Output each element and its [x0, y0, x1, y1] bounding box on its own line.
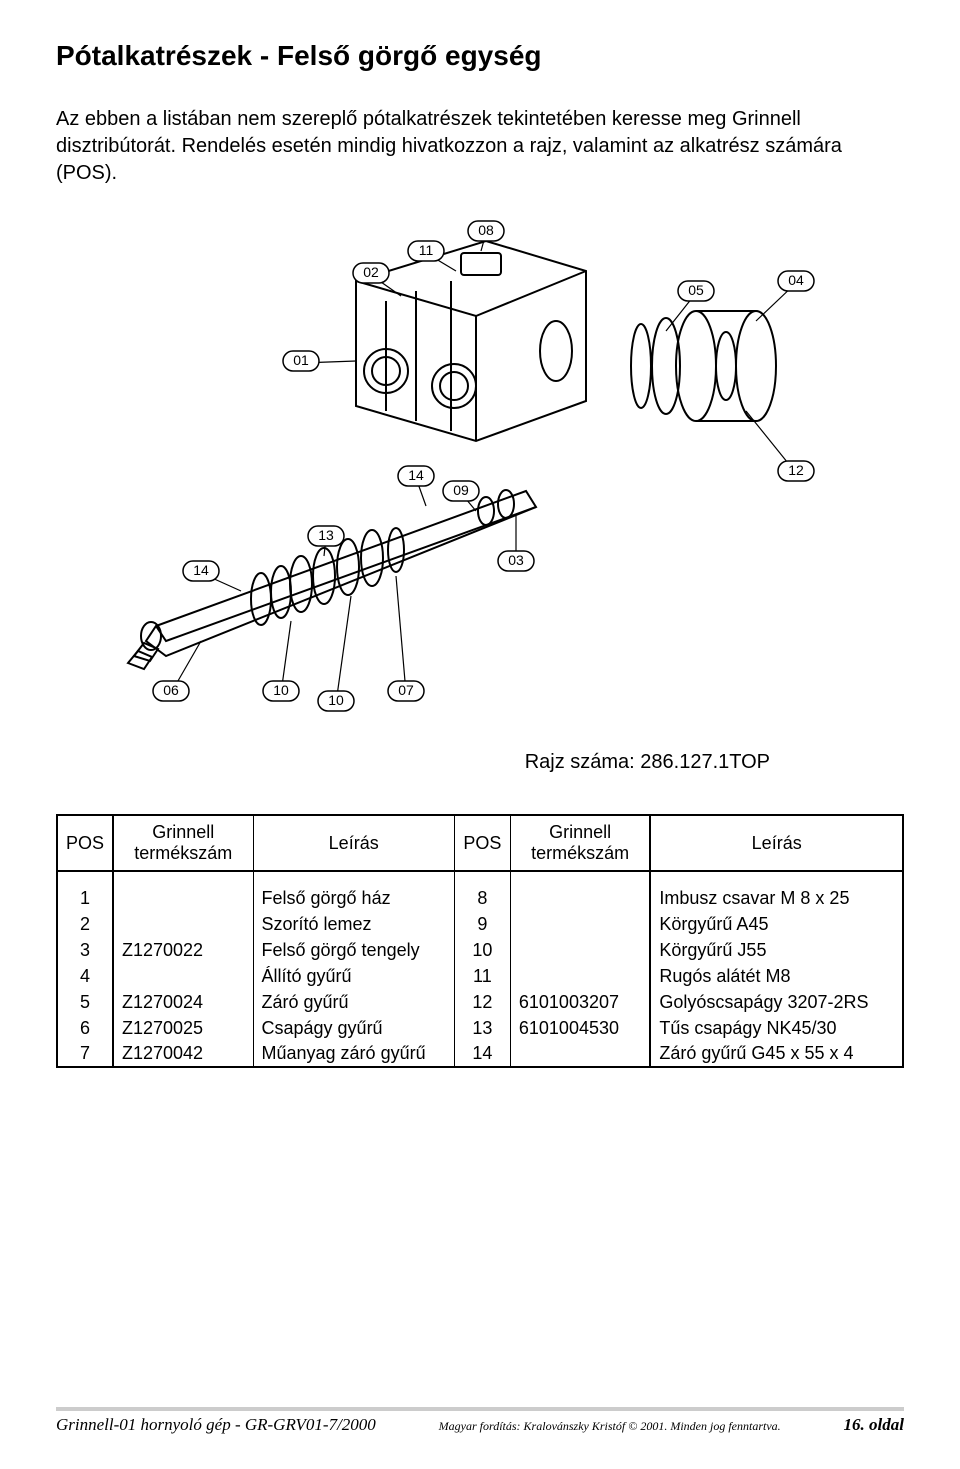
- cell-pos: 10: [454, 937, 510, 963]
- footer-mid: Magyar fordítás: Kralovánszky Kristóf © …: [439, 1419, 781, 1434]
- cell-pos: 7: [57, 1041, 113, 1067]
- cell-desc: Rugós alátét M8: [650, 963, 903, 989]
- cell-pos: 8: [454, 885, 510, 911]
- footer-left: Grinnell-01 hornyoló gép - GR-GRV01-7/20…: [56, 1415, 376, 1435]
- cell-code: [113, 911, 253, 937]
- callout-label: 09: [453, 482, 469, 498]
- cell-code: [510, 937, 650, 963]
- cell-desc: Csapágy gyűrű: [253, 1015, 454, 1041]
- intro-paragraph: Az ebben a listában nem szereplő pótalka…: [56, 106, 904, 187]
- col-code-right: Grinnelltermékszám: [510, 815, 650, 871]
- exploded-diagram: 08 11 02 04 05 01 12 14 09 03 13 14 06 10 10 07: [56, 211, 904, 731]
- cell-code: Z1270022: [113, 937, 253, 963]
- cell-code: 6101004530: [510, 1015, 650, 1041]
- cell-desc: Felső görgő tengely: [253, 937, 454, 963]
- col-pos-right: POS: [454, 815, 510, 871]
- col-code-left: Grinnelltermékszám: [113, 815, 253, 871]
- callout-label: 08: [478, 222, 494, 238]
- parts-table: POS Grinnelltermékszám Leírás POS Grinne…: [56, 814, 904, 1068]
- callout-label: 06: [163, 682, 179, 698]
- cell-code: [113, 963, 253, 989]
- cell-pos: 9: [454, 911, 510, 937]
- callout-label: 10: [328, 692, 344, 708]
- footer-right: 16. oldal: [844, 1415, 904, 1435]
- spacer-row: [57, 871, 903, 885]
- col-pos-left: POS: [57, 815, 113, 871]
- callout-label: 07: [398, 682, 414, 698]
- cell-desc: Műanyag záró gyűrű: [253, 1041, 454, 1067]
- cell-code: Z1270025: [113, 1015, 253, 1041]
- cell-desc: Körgyűrű A45: [650, 911, 903, 937]
- callout-label: 01: [293, 352, 309, 368]
- table-row: 3Z1270022Felső görgő tengely10 Körgyűrű J…: [57, 937, 903, 963]
- table-row: 6Z1270025Csapágy gyűrű136101004530Tűs cs…: [57, 1015, 903, 1041]
- callout-label: 03: [508, 552, 524, 568]
- page-title: Pótalkatrészek - Felső görgő egység: [56, 40, 904, 72]
- cell-code: [510, 885, 650, 911]
- cell-pos: 11: [454, 963, 510, 989]
- callout-label: 10: [273, 682, 289, 698]
- table-row: 4 Állító gyűrű11 Rugós alátét M8: [57, 963, 903, 989]
- callout-label: 11: [419, 242, 434, 258]
- table-row: 1 Felső görgő ház8 Imbusz csavar M 8 x 25: [57, 885, 903, 911]
- cell-pos: 12: [454, 989, 510, 1015]
- cell-code: [113, 885, 253, 911]
- page-footer: Grinnell-01 hornyoló gép - GR-GRV01-7/20…: [56, 1407, 904, 1435]
- cell-desc: Záró gyűrű: [253, 989, 454, 1015]
- callout-label: 13: [318, 527, 334, 543]
- cell-code: [510, 1041, 650, 1067]
- cell-desc: Imbusz csavar M 8 x 25: [650, 885, 903, 911]
- cell-desc: Szorító lemez: [253, 911, 454, 937]
- cell-desc: Tűs csapágy NK45/30: [650, 1015, 903, 1041]
- callout-label: 02: [363, 264, 379, 280]
- cell-desc: Záró gyűrű G45 x 55 x 4: [650, 1041, 903, 1067]
- col-desc-left: Leírás: [253, 815, 454, 871]
- cell-code: [510, 911, 650, 937]
- cell-pos: 14: [454, 1041, 510, 1067]
- cell-code: [510, 963, 650, 989]
- drawing-number: Rajz száma: 286.127.1TOP: [56, 751, 904, 774]
- cell-pos: 3: [57, 937, 113, 963]
- header-row: POS Grinnelltermékszám Leírás POS Grinne…: [57, 815, 903, 871]
- cell-code: Z1270024: [113, 989, 253, 1015]
- cell-pos: 5: [57, 989, 113, 1015]
- callout-label: 05: [688, 282, 704, 298]
- callout-label: 04: [788, 272, 804, 288]
- cell-pos: 1: [57, 885, 113, 911]
- callout-label: 14: [193, 562, 209, 578]
- table-row: 7Z1270042Műanyag záró gyűrű14 Záró gyűrű …: [57, 1041, 903, 1067]
- table-row: 5Z1270024Záró gyűrű126101003207Golyóscsa…: [57, 989, 903, 1015]
- cell-pos: 13: [454, 1015, 510, 1041]
- cell-code: Z1270042: [113, 1041, 253, 1067]
- cell-desc: Állító gyűrű: [253, 963, 454, 989]
- cell-pos: 2: [57, 911, 113, 937]
- cell-desc: Körgyűrű J55: [650, 937, 903, 963]
- callout-label: 14: [408, 467, 424, 483]
- cell-pos: 4: [57, 963, 113, 989]
- col-desc-right: Leírás: [650, 815, 903, 871]
- page: Pótalkatrészek - Felső görgő egység Az e…: [0, 0, 960, 1469]
- cell-code: 6101003207: [510, 989, 650, 1015]
- callout-label: 12: [788, 462, 804, 478]
- cell-pos: 6: [57, 1015, 113, 1041]
- cell-desc: Felső görgő ház: [253, 885, 454, 911]
- cell-desc: Golyóscsapágy 3207-2RS: [650, 989, 903, 1015]
- table-row: 2 Szorító lemez9 Körgyűrű A45: [57, 911, 903, 937]
